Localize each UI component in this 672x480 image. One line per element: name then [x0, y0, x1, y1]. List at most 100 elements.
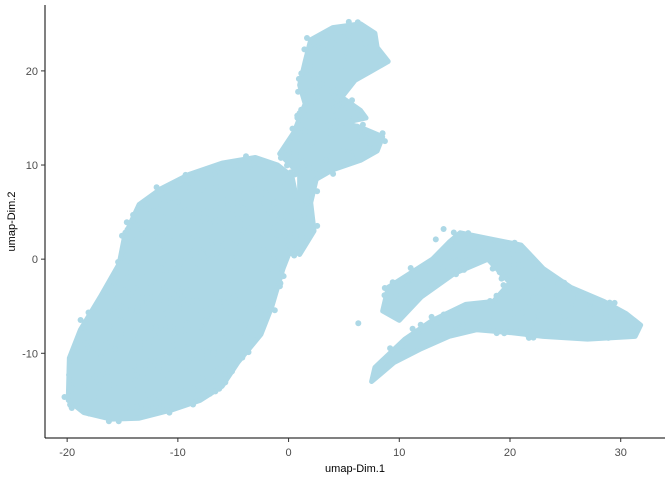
data-point	[138, 270, 145, 277]
data-point	[138, 299, 145, 306]
data-point	[102, 293, 108, 300]
data-point	[219, 227, 226, 234]
data-point	[611, 299, 618, 306]
data-point	[136, 345, 143, 352]
data-point	[224, 338, 231, 345]
data-point	[346, 38, 353, 45]
data-point	[200, 254, 207, 261]
data-point	[102, 288, 109, 295]
data-point	[133, 404, 140, 410]
data-point	[240, 205, 247, 212]
data-point	[223, 197, 230, 204]
data-point	[128, 269, 135, 276]
data-point	[307, 102, 314, 109]
data-point	[299, 163, 306, 170]
data-point	[184, 183, 191, 190]
data-point	[159, 406, 166, 413]
data-point	[603, 313, 610, 320]
data-point	[163, 271, 170, 278]
data-point	[301, 111, 307, 118]
data-point	[209, 377, 216, 384]
data-point	[167, 200, 174, 207]
data-point	[493, 292, 500, 299]
data-point	[361, 132, 368, 139]
data-point	[123, 219, 130, 226]
data-point	[340, 34, 347, 41]
data-point	[115, 418, 122, 425]
data-point	[239, 227, 246, 234]
data-point	[319, 165, 326, 171]
data-point	[349, 97, 355, 104]
data-point	[284, 162, 290, 169]
data-point	[113, 303, 120, 310]
data-point	[393, 292, 400, 299]
data-point	[619, 332, 626, 339]
data-point	[279, 265, 286, 272]
data-point	[358, 114, 365, 121]
data-point	[454, 321, 461, 328]
data-point	[262, 307, 269, 314]
data-point	[217, 237, 224, 244]
data-point	[313, 93, 320, 100]
data-point	[311, 46, 318, 53]
data-point	[530, 314, 537, 321]
data-point	[274, 165, 281, 172]
y-axis-title: umap-Dim.2	[6, 192, 18, 252]
data-point	[330, 107, 337, 114]
data-point	[201, 318, 208, 325]
data-point	[203, 305, 210, 312]
y-tick-label: -10	[22, 348, 38, 360]
data-point	[183, 207, 190, 214]
data-point	[182, 171, 189, 178]
data-point	[623, 328, 630, 335]
data-point	[271, 199, 278, 206]
data-point	[342, 135, 349, 142]
data-point	[304, 35, 310, 41]
data-point	[271, 175, 277, 182]
data-point	[527, 257, 534, 264]
data-point	[453, 271, 459, 278]
data-point	[127, 291, 134, 298]
data-point	[232, 162, 239, 169]
data-point	[501, 247, 508, 253]
data-point	[238, 321, 245, 328]
data-point	[111, 279, 118, 286]
data-point	[133, 371, 140, 378]
data-point	[107, 307, 114, 314]
data-point	[293, 245, 300, 252]
data-point	[199, 186, 206, 193]
data-point	[511, 261, 518, 268]
data-point	[324, 122, 331, 129]
data-point	[517, 287, 524, 294]
data-point	[271, 307, 278, 314]
data-point	[266, 209, 273, 216]
data-point	[383, 297, 390, 304]
data-point	[530, 334, 537, 341]
data-point	[449, 244, 456, 251]
data-point	[201, 210, 208, 217]
data-point	[489, 265, 496, 272]
data-point	[79, 406, 86, 413]
data-point	[499, 273, 506, 280]
data-point	[209, 166, 216, 173]
data-point	[299, 217, 306, 224]
data-point	[366, 145, 373, 152]
data-point	[127, 309, 134, 316]
data-point	[518, 262, 525, 269]
data-point	[128, 406, 135, 413]
data-point	[179, 221, 186, 228]
data-point	[122, 229, 129, 236]
data-point	[270, 255, 277, 262]
data-point	[417, 321, 424, 328]
data-point	[513, 300, 520, 306]
data-point	[177, 177, 184, 184]
data-point	[301, 46, 308, 53]
data-point	[80, 384, 87, 391]
data-point	[156, 245, 163, 252]
data-point	[159, 361, 166, 368]
data-point	[211, 170, 218, 177]
data-point	[206, 220, 213, 227]
data-point	[369, 31, 376, 38]
data-point	[404, 304, 411, 310]
data-point	[294, 114, 301, 121]
